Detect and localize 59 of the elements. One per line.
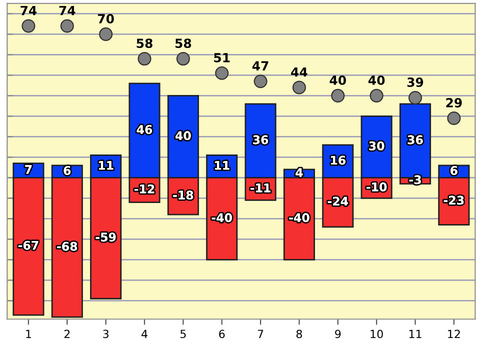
data-label: 36 bbox=[408, 135, 423, 144]
x-tick-label: 4 bbox=[142, 330, 148, 338]
data-label: -10 bbox=[366, 182, 387, 192]
data-label: 58 bbox=[136, 38, 152, 48]
data-label: 36 bbox=[253, 135, 268, 144]
data-label: 39 bbox=[407, 78, 424, 87]
data-label: 58 bbox=[175, 38, 192, 48]
data-label: 11 bbox=[214, 161, 230, 170]
data-label: 29 bbox=[446, 98, 462, 108]
data-label: 16 bbox=[331, 156, 346, 165]
x-tick-label: 11 bbox=[409, 330, 422, 338]
point bbox=[22, 19, 36, 33]
point bbox=[60, 19, 74, 33]
data-label: 40 bbox=[368, 75, 385, 85]
x-tick-label: 1 bbox=[26, 330, 31, 338]
data-label: 6 bbox=[64, 166, 71, 175]
point bbox=[370, 88, 384, 102]
point bbox=[99, 27, 113, 41]
x-tick-label: 6 bbox=[219, 330, 225, 338]
data-label: 74 bbox=[20, 6, 37, 16]
data-label: 30 bbox=[369, 141, 384, 150]
data-label: 6 bbox=[450, 166, 458, 175]
data-label: 4 bbox=[296, 168, 303, 177]
x-tick-label: 9 bbox=[335, 330, 341, 338]
point bbox=[254, 74, 268, 88]
data-label: 51 bbox=[214, 53, 230, 62]
point bbox=[176, 52, 190, 66]
data-label: -40 bbox=[289, 213, 310, 222]
point bbox=[138, 52, 152, 66]
data-label: -11 bbox=[250, 184, 270, 192]
point bbox=[447, 111, 461, 126]
x-tick-label: 7 bbox=[258, 330, 264, 338]
x-tick-label: 10 bbox=[370, 330, 383, 338]
data-label: -18 bbox=[173, 190, 194, 200]
data-label: 40 bbox=[330, 75, 346, 85]
point bbox=[292, 80, 306, 94]
point bbox=[331, 88, 345, 102]
x-tick-label: 5 bbox=[180, 330, 186, 338]
data-label: -24 bbox=[328, 196, 348, 206]
data-label: 46 bbox=[136, 125, 152, 134]
data-label: 7 bbox=[25, 165, 32, 174]
data-label: 47 bbox=[252, 61, 268, 70]
data-label: -23 bbox=[444, 196, 464, 205]
data-label: -12 bbox=[134, 184, 154, 194]
data-label: 70 bbox=[98, 14, 114, 24]
data-label: 74 bbox=[59, 6, 76, 16]
x-tick-label: 2 bbox=[64, 330, 70, 338]
data-label: 40 bbox=[176, 131, 191, 140]
data-label: -59 bbox=[96, 232, 116, 242]
data-label: 44 bbox=[291, 67, 308, 77]
point bbox=[408, 90, 422, 105]
x-tick-label: 3 bbox=[103, 330, 108, 338]
x-tick-label: 12 bbox=[448, 330, 460, 338]
data-label: -67 bbox=[18, 240, 38, 250]
data-label: -40 bbox=[212, 213, 232, 222]
point bbox=[215, 66, 229, 80]
data-label: -68 bbox=[57, 242, 78, 251]
x-tick-label: 8 bbox=[296, 330, 302, 338]
data-label: 11 bbox=[98, 161, 114, 170]
